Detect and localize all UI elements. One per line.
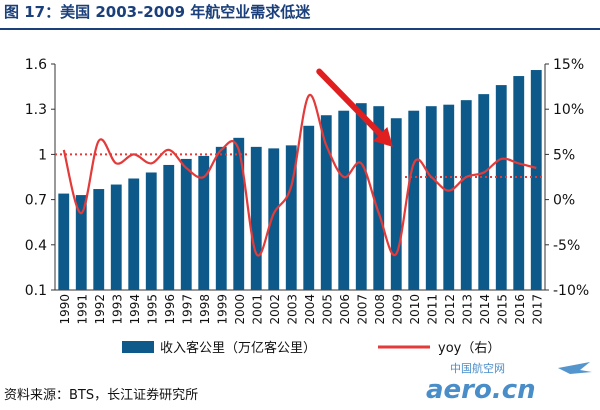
x-tick-label: 1999: [215, 294, 229, 325]
bar: [373, 106, 385, 290]
x-tick-label: 2009: [390, 294, 404, 325]
trend-arrow-head: [373, 126, 393, 147]
x-tick-label: 2000: [233, 294, 247, 325]
x-tick-label: 2016: [513, 294, 527, 325]
bar: [145, 172, 157, 290]
right-tick-label: 5%: [553, 147, 575, 163]
plane-icon: [558, 362, 592, 374]
right-tick-label: 0%: [553, 193, 575, 209]
x-tick-label: 1998: [198, 294, 212, 325]
right-tick-label: 10%: [553, 102, 584, 118]
trend-arrow-shaft: [316, 68, 384, 137]
right-tick-label: -10%: [553, 283, 589, 299]
bar: [163, 164, 175, 290]
left-tick-label: 1.6: [25, 57, 47, 73]
bar: [180, 158, 192, 290]
bar: [320, 115, 332, 290]
left-tick-label: 0.7: [25, 193, 47, 209]
bar: [233, 137, 245, 290]
bar: [250, 146, 262, 290]
x-tick-label: 2004: [303, 294, 317, 325]
bar: [408, 110, 420, 290]
right-tick-label: 15%: [553, 57, 584, 73]
x-tick-label: 2005: [320, 294, 334, 325]
bar: [303, 125, 315, 290]
bar: [128, 178, 140, 290]
bar: [478, 94, 490, 290]
source-note: 资料来源：BTS，长江证券研究所: [4, 388, 199, 403]
figure-title: 图 17：美国 2003-2009 年航空业需求低迷: [4, 3, 311, 21]
legend-line-label: yoy（右）: [438, 341, 500, 356]
bar: [355, 103, 367, 290]
legend-bar-label: 收入客公里（万亿客公里）: [160, 340, 316, 356]
x-tick-label: 2008: [373, 294, 387, 325]
x-tick-label: 1997: [180, 294, 194, 325]
x-tick-label: 1993: [110, 294, 124, 325]
x-tick-label: 1994: [128, 294, 142, 325]
x-tick-label: 1990: [58, 294, 72, 325]
bar: [530, 70, 542, 290]
x-tick-label: 2012: [443, 294, 457, 325]
x-tick-label: 2017: [530, 294, 544, 325]
bar: [443, 104, 455, 291]
left-tick-label: 1.3: [25, 102, 47, 118]
watermark-top-text: 中国航空网: [450, 361, 505, 375]
x-tick-label: 1992: [93, 294, 107, 325]
right-tick-label: -5%: [553, 238, 580, 254]
bar: [198, 155, 210, 290]
bar: [495, 85, 507, 290]
bar: [460, 100, 472, 290]
x-tick-label: 2015: [495, 294, 509, 325]
left-tick-label: 1: [38, 147, 47, 163]
bar: [75, 195, 87, 290]
bar: [390, 118, 402, 291]
chart: 0.10.40.711.31.6-10%-5%0%5%10%15%1990 199…: [25, 57, 589, 356]
bar: [513, 76, 525, 290]
x-tick-label: 2014: [478, 294, 492, 325]
title-underline: [0, 28, 600, 30]
yoy-line: [62, 93, 537, 257]
x-tick-label: 2007: [355, 294, 369, 325]
x-tick-label: 1995: [145, 294, 159, 325]
watermark-main-text: aero.cn: [426, 375, 536, 405]
x-tick-label: 2001: [250, 294, 264, 325]
x-tick-label: 2011: [425, 294, 439, 325]
bar: [268, 148, 280, 290]
bar: [215, 146, 227, 290]
watermark-logo: 中国航空网 aero.cn: [426, 361, 592, 405]
x-tick-label: 1996: [163, 294, 177, 325]
bar: [338, 110, 350, 290]
x-tick-label: 2010: [408, 294, 422, 325]
bar: [58, 193, 70, 290]
x-tick-label: 2003: [285, 294, 299, 325]
left-tick-label: 0.4: [25, 238, 47, 254]
x-tick-label: 2002: [268, 294, 282, 325]
bar: [93, 189, 105, 290]
bar: [425, 106, 437, 290]
left-tick-label: 0.1: [25, 283, 47, 299]
x-tick-label: 2013: [460, 294, 474, 325]
x-tick-label: 2006: [338, 294, 352, 325]
x-tick-label: 1991: [75, 294, 89, 325]
bar: [285, 145, 297, 290]
bar: [110, 184, 122, 290]
legend-bar-swatch: [122, 341, 154, 353]
